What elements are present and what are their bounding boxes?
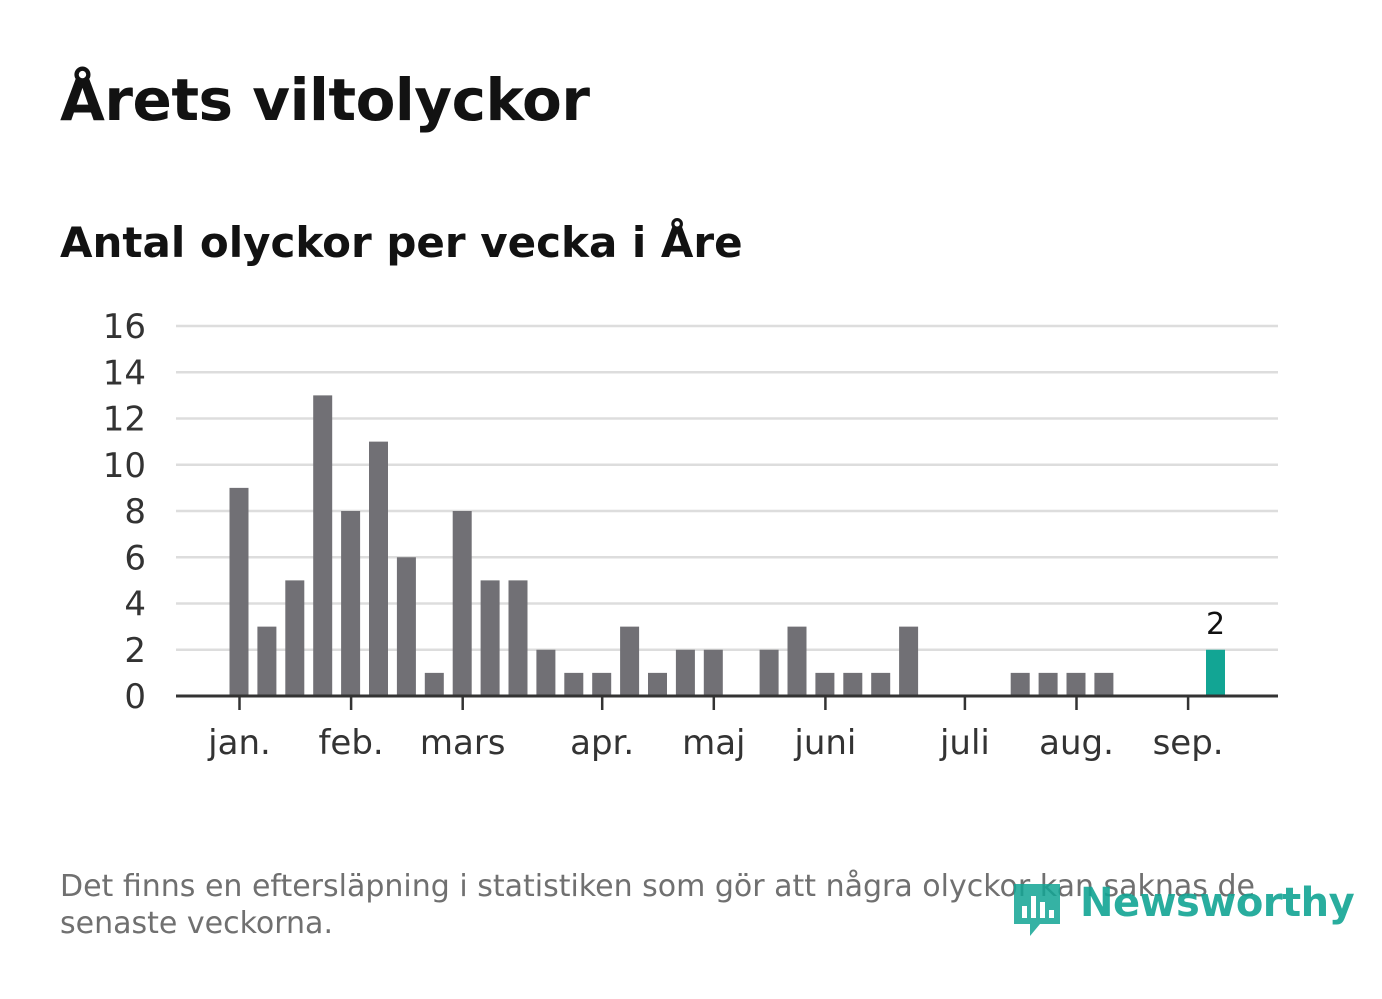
y-tick-label: 2 bbox=[124, 631, 146, 671]
bar bbox=[675, 649, 695, 696]
month-label: feb. bbox=[318, 723, 383, 763]
x-axis: jan. feb. mars apr. maj juni juli aug. sep. bbox=[176, 694, 1278, 763]
y-tick-label: 6 bbox=[124, 538, 146, 578]
newsworthy-logo-icon bbox=[1014, 884, 1060, 936]
month-label: aug. bbox=[1039, 723, 1114, 763]
bar bbox=[1038, 672, 1058, 696]
bar bbox=[257, 626, 277, 696]
bar bbox=[396, 557, 416, 696]
chart-title: Årets viltolyckor bbox=[60, 66, 590, 134]
month-label: juli bbox=[939, 723, 990, 763]
data-labels: 2 bbox=[1206, 607, 1225, 642]
brand-name: Newsworthy bbox=[1080, 880, 1355, 926]
bar-highlight bbox=[1206, 649, 1225, 696]
bar bbox=[899, 626, 919, 696]
bar bbox=[1066, 672, 1086, 696]
bar bbox=[452, 511, 472, 696]
bar bbox=[285, 580, 305, 696]
chart-subtitle: Antal olyckor per vecka i Åre bbox=[60, 218, 743, 267]
month-label: juni bbox=[793, 723, 856, 763]
bars bbox=[229, 395, 1225, 696]
weekly-accidents-bar-chart: 0 2 4 6 8 10 12 14 16 jan. feb. mars apr. maj juni jul… bbox=[103, 307, 1278, 763]
bar bbox=[871, 672, 891, 696]
month-label: maj bbox=[682, 723, 745, 763]
month-label: sep. bbox=[1153, 723, 1224, 763]
bar bbox=[564, 672, 584, 696]
bar bbox=[424, 672, 444, 696]
bar bbox=[759, 649, 779, 696]
month-label: apr. bbox=[570, 723, 634, 763]
y-tick-label: 8 bbox=[124, 492, 146, 532]
bar bbox=[369, 441, 388, 696]
bar bbox=[1094, 672, 1114, 696]
month-label: mars bbox=[420, 723, 506, 763]
bar bbox=[480, 580, 500, 696]
bar bbox=[648, 672, 667, 696]
bar bbox=[787, 626, 807, 696]
bar bbox=[313, 395, 333, 696]
bar bbox=[536, 649, 556, 696]
bar bbox=[703, 649, 723, 696]
y-tick-label: 12 bbox=[103, 400, 146, 440]
bar bbox=[508, 580, 528, 696]
bar bbox=[341, 511, 361, 696]
bar bbox=[1010, 672, 1030, 696]
bar bbox=[592, 672, 612, 696]
data-label: 2 bbox=[1206, 607, 1225, 642]
newsworthy-logo[interactable]: Newsworthy bbox=[1010, 878, 1355, 940]
y-axis-tick-labels: 0 2 4 6 8 10 12 14 16 bbox=[103, 307, 146, 717]
bar bbox=[843, 672, 863, 696]
y-tick-label: 14 bbox=[103, 353, 146, 393]
bar bbox=[815, 672, 835, 696]
bar bbox=[229, 487, 249, 696]
month-label: jan. bbox=[207, 723, 271, 763]
y-tick-label: 4 bbox=[124, 585, 146, 625]
y-tick-label: 16 bbox=[103, 307, 146, 347]
bar bbox=[620, 626, 640, 696]
y-tick-label: 10 bbox=[103, 446, 146, 486]
y-tick-label: 0 bbox=[124, 677, 146, 717]
